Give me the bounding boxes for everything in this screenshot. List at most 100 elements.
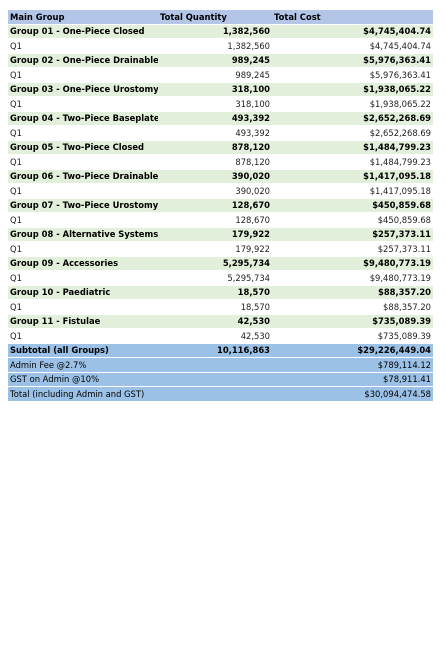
- group-cost-cell: $1,938,065.22: [272, 82, 433, 97]
- quarter-cost-cell: $735,089.39: [272, 328, 433, 344]
- group-quantity-cell: 5,295,734: [158, 256, 272, 271]
- summary-row: Admin Fee @2.7% $789,114.12: [8, 357, 433, 373]
- group-name-cell: Group 02 - One-Piece Drainable: [8, 53, 158, 68]
- quarter-cost-cell: $1,484,799.23: [272, 154, 433, 170]
- group-row: Group 09 - Accessories 5,295,734 $9,480,77…: [8, 256, 433, 271]
- group-cost-cell: $88,357.20: [272, 285, 433, 300]
- summary-cost-cell: $789,114.12: [272, 357, 433, 373]
- quarter-row: Q1 878,120 $1,484,799.23: [8, 154, 433, 170]
- group-cost-cell: $1,484,799.23: [272, 140, 433, 155]
- group-row: Group 06 - Two-Piece Drainable 390,020 $1,…: [8, 169, 433, 184]
- quarter-cost-cell: $88,357.20: [272, 299, 433, 315]
- quarter-label-cell: Q1: [8, 125, 158, 141]
- quarter-cost-cell: $257,373.11: [272, 241, 433, 257]
- header-row: Main Group Total Quantity Total Cost: [8, 10, 433, 25]
- group-cost-cell: $257,373.11: [272, 227, 433, 242]
- quarter-row: Q1 390,020 $1,417,095.18: [8, 183, 433, 199]
- group-row: Group 10 - Paediatric 18,570 $88,357.20: [8, 285, 433, 300]
- summary-label-cell: GST on Admin @10%: [8, 372, 158, 387]
- summary-label-cell: Admin Fee @2.7%: [8, 357, 158, 373]
- group-name-cell: Group 10 - Paediatric: [8, 285, 158, 300]
- group-row: Group 07 - Two-Piece Urostomy 128,670 $450…: [8, 198, 433, 213]
- group-row: Group 08 - Alternative Systems 179,922 $25…: [8, 227, 433, 242]
- group-name-cell: Group 09 - Accessories: [8, 256, 158, 271]
- group-name-cell: Group 05 - Two-Piece Closed: [8, 140, 158, 155]
- summary-label-cell: Total (including Admin and GST): [8, 386, 158, 402]
- quarter-cost-cell: $1,938,065.22: [272, 96, 433, 112]
- group-name-cell: Group 04 - Two-Piece Baseplate: [8, 111, 158, 126]
- summary-label-cell: Subtotal (all Groups): [8, 343, 158, 358]
- quarter-label-cell: Q1: [8, 241, 158, 257]
- quarter-quantity-cell: 42,530: [158, 328, 272, 344]
- group-quantity-cell: 179,922: [158, 227, 272, 242]
- quarter-label-cell: Q1: [8, 270, 158, 286]
- summary-row: Subtotal (all Groups) 10,116,863 $29,226,4…: [8, 343, 433, 358]
- quarter-quantity-cell: 318,100: [158, 96, 272, 112]
- summary-quantity-cell: 10,116,863: [158, 343, 272, 358]
- group-cost-cell: $4,745,404.74: [272, 24, 433, 39]
- quarter-label-cell: Q1: [8, 67, 158, 83]
- group-cost-cell: $1,417,095.18: [272, 169, 433, 184]
- group-name-cell: Group 11 - Fistulae: [8, 314, 158, 329]
- group-quantity-cell: 493,392: [158, 111, 272, 126]
- summary-quantity-cell: [158, 386, 272, 402]
- quarter-label-cell: Q1: [8, 212, 158, 228]
- quarter-row: Q1 18,570 $88,357.20: [8, 299, 433, 315]
- quarter-quantity-cell: 128,670: [158, 212, 272, 228]
- group-cost-cell: $9,480,773.19: [272, 256, 433, 271]
- group-cost-cell: $450,859.68: [272, 198, 433, 213]
- group-name-cell: Group 07 - Two-Piece Urostomy: [8, 198, 158, 213]
- group-row: Group 11 - Fistulae 42,530 $735,089.39: [8, 314, 433, 329]
- quarter-quantity-cell: 493,392: [158, 125, 272, 141]
- summary-cost-cell: $78,911.41: [272, 372, 433, 387]
- group-row: Group 05 - Two-Piece Closed 878,120 $1,484…: [8, 140, 433, 155]
- group-name-cell: Group 06 - Two-Piece Drainable: [8, 169, 158, 184]
- header-total-cost: Total Cost: [272, 10, 433, 25]
- summary-row: GST on Admin @10% $78,911.41: [8, 372, 433, 387]
- summary-quantity-cell: [158, 357, 272, 373]
- quarter-quantity-cell: 390,020: [158, 183, 272, 199]
- quarter-label-cell: Q1: [8, 38, 158, 54]
- group-cost-cell: $2,652,268.69: [272, 111, 433, 126]
- quarter-row: Q1 128,670 $450,859.68: [8, 212, 433, 228]
- group-quantity-cell: 989,245: [158, 53, 272, 68]
- quarter-label-cell: Q1: [8, 299, 158, 315]
- summary-quantity-cell: [158, 372, 272, 387]
- quarter-row: Q1 1,382,560 $4,745,404.74: [8, 38, 433, 54]
- group-row: Group 02 - One-Piece Drainable 989,245 $5,…: [8, 53, 433, 68]
- quarter-label-cell: Q1: [8, 154, 158, 170]
- group-quantity-cell: 1,382,560: [158, 24, 272, 39]
- quarter-quantity-cell: 179,922: [158, 241, 272, 257]
- summary-cost-cell: $29,226,449.04: [272, 343, 433, 358]
- quarter-row: Q1 5,295,734 $9,480,773.19: [8, 270, 433, 286]
- group-quantity-cell: 878,120: [158, 140, 272, 155]
- quarter-row: Q1 42,530 $735,089.39: [8, 328, 433, 344]
- group-name-cell: Group 08 - Alternative Systems: [8, 227, 158, 242]
- group-row: Group 04 - Two-Piece Baseplate 493,392 $2,…: [8, 111, 433, 126]
- group-name-cell: Group 03 - One-Piece Urostomy: [8, 82, 158, 97]
- group-quantity-cell: 128,670: [158, 198, 272, 213]
- quarter-cost-cell: $9,480,773.19: [272, 270, 433, 286]
- quarter-label-cell: Q1: [8, 183, 158, 199]
- quarter-quantity-cell: 878,120: [158, 154, 272, 170]
- quarter-cost-cell: $4,745,404.74: [272, 38, 433, 54]
- group-row: Group 03 - One-Piece Urostomy 318,100 $1,9…: [8, 82, 433, 97]
- group-cost-cell: $735,089.39: [272, 314, 433, 329]
- quarter-row: Q1 318,100 $1,938,065.22: [8, 96, 433, 112]
- quarter-cost-cell: $1,417,095.18: [272, 183, 433, 199]
- quarter-quantity-cell: 1,382,560: [158, 38, 272, 54]
- group-cost-cell: $5,976,363.41: [272, 53, 433, 68]
- quarter-label-cell: Q1: [8, 328, 158, 344]
- group-quantity-cell: 390,020: [158, 169, 272, 184]
- quarter-quantity-cell: 18,570: [158, 299, 272, 315]
- cost-summary-table: Main Group Total Quantity Total Cost Gro…: [8, 10, 433, 402]
- quarter-quantity-cell: 989,245: [158, 67, 272, 83]
- header-total-quantity: Total Quantity: [158, 10, 272, 25]
- quarter-quantity-cell: 5,295,734: [158, 270, 272, 286]
- group-row: Group 01 - One-Piece Closed 1,382,560 $4,7…: [8, 24, 433, 39]
- quarter-row: Q1 989,245 $5,976,363.41: [8, 67, 433, 83]
- group-quantity-cell: 18,570: [158, 285, 272, 300]
- summary-row: Total (including Admin and GST) $30,094,4…: [8, 386, 433, 402]
- quarter-label-cell: Q1: [8, 96, 158, 112]
- quarter-row: Q1 493,392 $2,652,268.69: [8, 125, 433, 141]
